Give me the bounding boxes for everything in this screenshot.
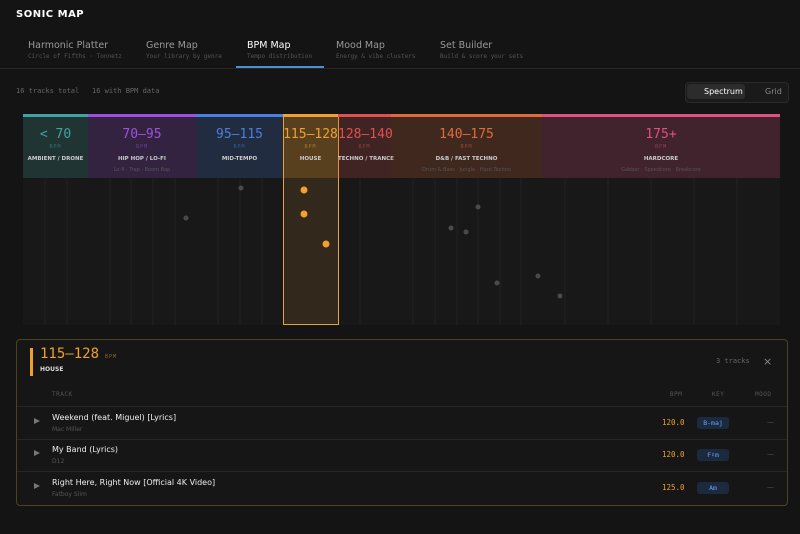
row-divider [17, 439, 787, 440]
detail-unit: BPM [105, 354, 118, 360]
play-button[interactable] [34, 483, 40, 489]
column-header: KEY [712, 391, 725, 398]
tab-label[interactable]: Set Builder [440, 40, 493, 51]
band-header[interactable] [391, 114, 542, 178]
track-bpm: 120.0 [662, 418, 685, 427]
track-dots [183, 185, 563, 299]
tab-label[interactable]: Harmonic Platter [28, 40, 109, 51]
band-genre: AMBIENT / DRONE [27, 156, 84, 162]
band-genre: HARDCORE [643, 156, 679, 162]
track-key: Am [697, 482, 729, 494]
band-genre: MID-TEMPO [221, 156, 258, 162]
track-artist: Mac Miller [52, 426, 83, 433]
band-range: 128–140 [338, 127, 393, 142]
column-header: BPM [670, 391, 683, 398]
column-header: TRACK [52, 391, 73, 398]
track-title: Right Here, Right Now [Official 4K Video… [52, 478, 216, 487]
detail-panel [16, 339, 788, 506]
band-genres: Lo-fi · Trap · Boom Bap [113, 167, 171, 173]
track-key: B-maj [697, 417, 729, 429]
band-range: 95–115 [216, 127, 263, 142]
band-genres: Drum & Bass · Jungle · Hard Techno [422, 167, 511, 173]
toggle-spectrum[interactable]: Spectrum [704, 87, 743, 96]
stats-total: 16 tracks total [16, 87, 80, 95]
track-mood: — [767, 483, 774, 491]
tab-underline [236, 66, 324, 68]
stats-bpm: 16 with BPM data [92, 87, 160, 95]
detail-range: 115–128 [40, 346, 100, 362]
band-header[interactable] [23, 114, 88, 178]
detail-accent [30, 348, 33, 376]
band-unit: BPM [135, 144, 149, 150]
play-button[interactable] [34, 418, 40, 424]
band-unit: BPM [304, 144, 317, 150]
detail-genre: HOUSE [40, 366, 64, 373]
track-key: F♯m [697, 449, 729, 461]
band-range: < 70 [39, 127, 72, 142]
band-unit: BPM [358, 144, 371, 150]
app-title: SONIC MAP [16, 9, 85, 20]
band-unit: BPM [49, 144, 62, 150]
tab-sub: Circle of Fifths · Tonnetz [28, 53, 122, 60]
toggle-grid[interactable]: Grid [765, 87, 782, 96]
divider [0, 68, 800, 69]
band-genre: TECHNO / TRANCE [338, 156, 394, 162]
play-button[interactable] [34, 450, 40, 456]
band-range: 70–95 [122, 127, 162, 142]
tab-sub: Your library by genre [146, 53, 222, 60]
track-title: My Band (Lyrics) [52, 445, 119, 454]
band-unit: BPM [460, 144, 473, 150]
band-header[interactable] [542, 114, 780, 178]
band-genres: Gabber · Speedcore · Breakcore [621, 167, 701, 173]
band-genre: HOUSE [299, 156, 322, 162]
track-title: Weekend (feat. Miguel) [Lyrics] [52, 413, 177, 422]
detail-count: 3 tracks [716, 357, 750, 365]
band-range: 175+ [645, 127, 677, 142]
band-header[interactable] [338, 114, 391, 178]
tab-label[interactable]: Mood Map [336, 40, 385, 51]
tab-sub: Build & score your sets [440, 53, 524, 60]
row-divider [17, 406, 787, 407]
track-mood: — [767, 450, 774, 458]
track-bpm: 125.0 [662, 483, 685, 492]
spectrum [23, 114, 780, 325]
tab-sub: Tempo distribution [247, 53, 313, 60]
tab-sub: Energy & vibe clusters [336, 53, 416, 60]
band-unit: BPM [654, 144, 668, 150]
band-header[interactable] [283, 114, 338, 178]
row-divider [17, 471, 787, 472]
tab-label[interactable]: BPM Map [247, 40, 291, 51]
band-header[interactable] [196, 114, 283, 178]
toggle-active [687, 84, 745, 99]
band-range: 140–175 [439, 127, 494, 142]
band-range: 115–128 [283, 127, 338, 142]
track-artist: D12 [52, 458, 65, 465]
track-bpm: 120.0 [662, 450, 685, 459]
band-genre: D&B / FAST TECHNO [435, 156, 498, 162]
band-header[interactable] [88, 114, 196, 178]
track-mood: — [767, 418, 774, 426]
tab-label[interactable]: Genre Map [146, 40, 198, 51]
track-artist: Fatboy Slim [52, 491, 87, 498]
band-genre: HIP HOP / LO-FI [118, 156, 166, 162]
close-button[interactable]: × [763, 355, 773, 368]
band-unit: BPM [233, 144, 246, 150]
house-dots[interactable] [300, 186, 330, 248]
column-header: MOOD [755, 391, 772, 398]
selected-band[interactable] [283, 114, 339, 325]
